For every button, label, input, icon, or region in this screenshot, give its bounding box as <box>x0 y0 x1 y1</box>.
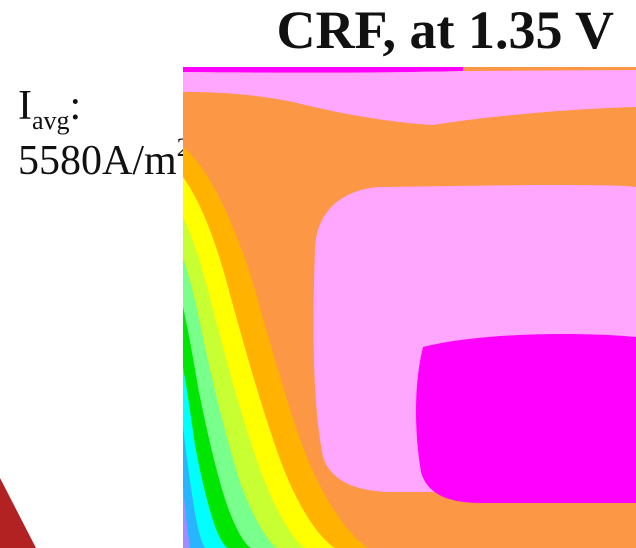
iavg-subscript: avg <box>32 106 70 135</box>
contour-band-sky-blue <box>183 427 205 548</box>
corner-triangle-shape <box>0 478 36 548</box>
iavg-colon: : <box>69 83 82 129</box>
iavg-value: 5580A/m <box>18 138 177 185</box>
iavg-value-line: 5580A/m2 <box>18 134 190 183</box>
current-density-contour-plot <box>183 67 636 548</box>
iavg-symbol: I <box>18 83 32 129</box>
average-current-label: Iavg: 5580A/m2 <box>18 84 190 183</box>
contour-band-lavender <box>183 487 190 548</box>
contour-band-magenta-top <box>183 67 463 73</box>
contour-band-cyan <box>183 367 228 548</box>
plot-title: CRF, at 1.35 V <box>276 0 614 60</box>
contour-band-magenta-core <box>416 334 636 503</box>
iavg-symbol-line: Iavg: <box>18 84 190 134</box>
corner-decoration-triangle <box>0 478 36 548</box>
contour-band-pink-top <box>183 70 636 125</box>
